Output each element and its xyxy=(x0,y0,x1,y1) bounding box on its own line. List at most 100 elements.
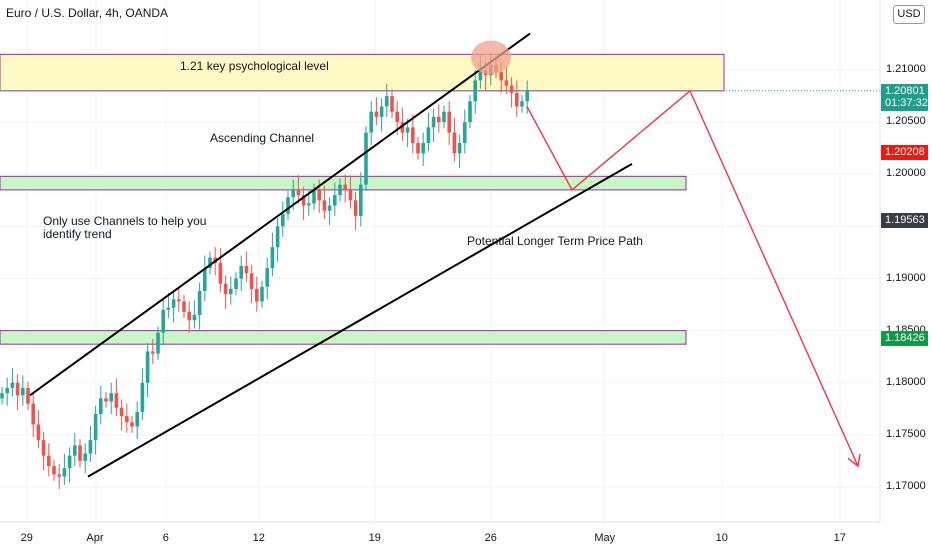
candle-body xyxy=(463,122,467,143)
channel-upper-line xyxy=(29,32,531,397)
candle-body xyxy=(26,387,30,404)
candle-body xyxy=(229,288,233,295)
candle-body xyxy=(405,127,410,133)
candle-body xyxy=(286,197,290,214)
last-price-value: 1.20801 xyxy=(885,85,925,97)
candle-body xyxy=(36,424,41,441)
candle-body xyxy=(270,247,275,269)
candle-body xyxy=(130,422,134,427)
candle-body xyxy=(119,407,124,417)
candle-body xyxy=(322,200,327,211)
candle-body xyxy=(145,351,150,383)
candle-body xyxy=(421,142,425,154)
candle-body xyxy=(468,101,472,123)
candle-body xyxy=(99,398,103,415)
candle-body xyxy=(509,85,514,93)
time-axis-label: 26 xyxy=(484,532,497,544)
candle-body xyxy=(457,142,462,154)
time-axis-label: 29 xyxy=(20,532,33,544)
candle-body xyxy=(223,283,228,295)
candle-body xyxy=(67,455,72,469)
candle-body xyxy=(504,80,509,86)
candle-body xyxy=(166,307,171,310)
candle-body xyxy=(125,416,129,423)
highlight-circle xyxy=(471,40,511,75)
time-axis-label: May xyxy=(594,532,616,544)
candle-body xyxy=(73,445,77,456)
price-tag-dark: 1.19563 xyxy=(881,213,928,228)
price-axis-label: 1.20000 xyxy=(886,167,926,180)
candle-body xyxy=(109,393,113,402)
projected-path xyxy=(526,89,859,467)
candle-body xyxy=(93,414,98,441)
channel-lower-line xyxy=(87,162,633,478)
candle-body xyxy=(317,189,321,201)
candle-body xyxy=(291,189,295,198)
candle-body xyxy=(62,468,67,477)
resistance-zone xyxy=(0,53,725,92)
candle-body xyxy=(520,101,524,107)
candle-body xyxy=(239,265,243,279)
candle-body xyxy=(359,184,363,216)
candle-body xyxy=(255,288,259,302)
candle-body xyxy=(234,278,238,289)
zone-label[interactable]: 1.21 key psychological level xyxy=(180,59,329,73)
drawings xyxy=(0,32,880,478)
advice-label-line1[interactable]: Only use Channels to help you xyxy=(43,214,207,228)
candle-body xyxy=(338,184,342,196)
bar-countdown: 01:37:32 xyxy=(885,97,928,109)
candle-body xyxy=(379,106,384,117)
candle-body xyxy=(395,111,399,123)
candle-body xyxy=(525,90,529,102)
candle-body xyxy=(78,445,82,461)
projected-path-arrowhead xyxy=(847,454,861,468)
candle-body xyxy=(437,116,441,123)
candle-body xyxy=(182,301,186,312)
candle-body xyxy=(151,351,155,354)
last-price-tag: 1.20801 01:37:32 xyxy=(881,84,928,111)
candle-body xyxy=(57,474,61,477)
candle-body xyxy=(249,273,254,289)
advice-label-line2[interactable]: identify trend xyxy=(43,227,112,241)
candle-body xyxy=(369,111,373,133)
candle-body xyxy=(411,127,415,143)
time-axis-label: Apr xyxy=(86,532,104,544)
candle-body xyxy=(47,455,51,467)
price-axis-label: 1.20500 xyxy=(886,115,926,128)
price-tag-green: 1.18426 xyxy=(881,331,928,346)
time-axis-label: 10 xyxy=(715,532,728,544)
candle-body xyxy=(265,268,269,287)
candle-body xyxy=(192,314,197,321)
currency-button[interactable]: USD xyxy=(893,5,925,24)
candle-body xyxy=(515,92,519,107)
price-tag-red: 1.20208 xyxy=(881,145,928,160)
price-axis-label: 1.17500 xyxy=(886,427,926,440)
price-axis-label: 1.18000 xyxy=(886,375,926,388)
candle-body xyxy=(0,393,4,399)
candle-body xyxy=(52,466,56,475)
candle-body xyxy=(307,203,311,206)
candle-body xyxy=(431,116,436,128)
candle-body xyxy=(114,393,119,408)
candle-body xyxy=(140,382,145,412)
channel-label[interactable]: Ascending Channel xyxy=(210,131,315,145)
candle-body xyxy=(135,411,139,427)
path-label[interactable]: Potential Longer Term Price Path xyxy=(467,234,643,248)
candle-body xyxy=(327,205,332,211)
candle-body xyxy=(244,265,249,274)
candle-body xyxy=(88,440,93,454)
candle-body xyxy=(312,189,316,204)
candle-body xyxy=(187,311,191,321)
candle-body xyxy=(15,382,20,396)
candle-body xyxy=(161,309,165,333)
candle-body xyxy=(390,96,394,112)
candle-body xyxy=(364,132,368,185)
candle-body xyxy=(203,268,207,292)
candle-body xyxy=(301,195,306,206)
price-axis-label: 1.17000 xyxy=(886,480,926,492)
chart-title: Euro / U.S. Dollar, 4h, OANDA xyxy=(6,6,169,20)
candle-body xyxy=(5,387,9,394)
candle-body xyxy=(374,111,379,117)
time-axis-label: 12 xyxy=(252,532,265,544)
